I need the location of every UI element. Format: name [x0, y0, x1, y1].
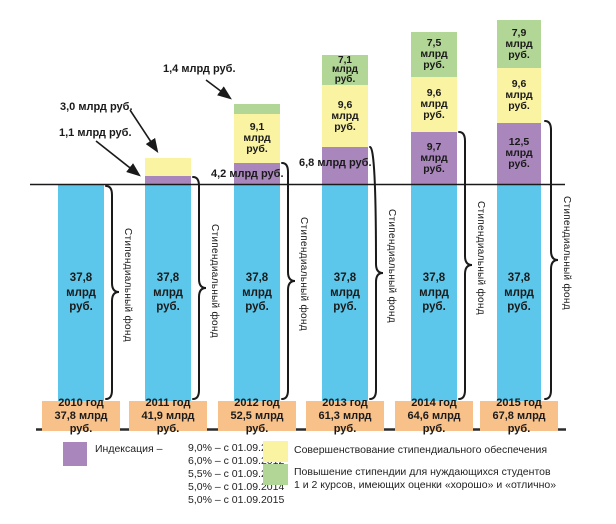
fund-brace-2011 — [192, 176, 207, 400]
bar-2015-base: 37,8 млрд руб. — [497, 185, 541, 401]
bar-2014-improvement-label: 9,6 млрд руб. — [420, 87, 448, 121]
fund-label-2010: Стипендиальный фонд — [122, 228, 133, 342]
bar-2014-needy-label: 7,5 млрд руб. — [420, 37, 448, 71]
fund-label-2012: Стипендиальный фонд — [298, 217, 309, 331]
callout-2011-indexation: 1,1 млрд руб. — [59, 127, 132, 139]
legend-indexation-rates: 9,0% – с 01.09.2011 6,0% – с 01.09.2012 … — [188, 442, 284, 507]
year-box-2015: 2015 год 67,8 млрд руб. — [480, 397, 558, 435]
total-2015: 67,8 млрд руб. — [492, 409, 546, 435]
bar-2015-indexation: 12,5 млрд руб. — [497, 123, 541, 184]
indexation-rate-2011: 9,0% – с 01.09.2011 — [188, 442, 284, 454]
year-2012: 2012 год — [234, 396, 280, 409]
bar-2014-indexation-label: 9,7 млрд руб. — [420, 140, 448, 175]
year-box-2012: 2012 год 52,5 млрд руб. — [218, 397, 296, 435]
bar-2014-needy: 7,5 млрд руб. — [411, 32, 457, 77]
legend-swatch-indexation — [63, 442, 87, 466]
indexation-rate-2014: 5,0% – с 01.09.2014 — [188, 481, 285, 493]
bar-2015-improvement-label: 9,6 млрд руб. — [505, 78, 533, 112]
total-2014: 64,6 млрд руб. — [407, 409, 461, 435]
year-2013: 2013 год — [322, 396, 368, 409]
bar-2015-needy-label: 7,9 млрд руб. — [505, 26, 533, 61]
fund-brace-2010 — [105, 185, 120, 400]
bar-2014-base-label: 37,8 млрд руб. — [419, 272, 449, 314]
fund-brace-2014 — [458, 131, 473, 400]
bar-2013-needy-label: 7,1 млрд руб. — [332, 54, 358, 85]
fund-brace-2012 — [281, 162, 296, 400]
total-2012: 52,5 млрд руб. — [230, 409, 284, 435]
bar-2013-indexation — [322, 147, 368, 184]
year-box-2010: 2010 год 37,8 млрд руб. — [42, 397, 120, 435]
bar-2011-base-label: 37,8 млрд руб. — [153, 272, 183, 314]
fund-label-2014: Стипендиальный фонд — [475, 201, 486, 315]
bar-2012-needy — [234, 104, 280, 114]
bar-2010-base: 37,8 млрд руб. — [58, 185, 104, 401]
callout-2012-needy: 1,4 млрд руб. — [163, 63, 236, 75]
bar-2012-base: 37,8 млрд руб. — [234, 185, 280, 401]
bar-2013-base: 37,8 млрд руб. — [322, 185, 368, 401]
year-2011: 2011 год — [145, 396, 191, 409]
legend-label-indexation: Индексация – — [95, 443, 163, 455]
bar-2013-improvement-label: 9,6 млрд руб. — [331, 98, 359, 133]
fund-brace-2015 — [544, 120, 559, 400]
fund-label-2015: Стипендиальный фонд — [561, 196, 572, 310]
total-2010: 37,8 млрд руб. — [54, 409, 108, 435]
total-2013: 61,3 млрд руб. — [318, 409, 372, 435]
bar-2014-base: 37,8 млрд руб. — [411, 185, 457, 401]
arrow-2011-improvement — [129, 109, 159, 154]
bar-2015-needy: 7,9 млрд руб. — [497, 20, 541, 68]
fund-label-2011: Стипендиальный фонд — [209, 224, 220, 338]
bar-2014-indexation: 9,7 млрд руб. — [411, 132, 457, 184]
legend-swatch-needy — [263, 464, 288, 485]
bar-2013-needy: 7,1 млрд руб. — [322, 55, 368, 85]
bar-2011-indexation — [145, 176, 191, 184]
fund-brace-2013 — [369, 146, 384, 400]
bar-2012-indexation — [234, 163, 280, 184]
fund-label-2013: Стипендиальный фонд — [386, 209, 397, 323]
legend-label-improvement: Совершенствование стипендиального обеспе… — [294, 444, 548, 456]
bar-2013-base-label: 37,8 млрд руб. — [330, 272, 360, 314]
bar-2014-improvement: 9,6 млрд руб. — [411, 77, 457, 132]
year-box-2011: 2011 год 41,9 млрд руб. — [129, 397, 207, 435]
bar-2012-improvement: 9,1 млрд руб. — [234, 114, 280, 163]
callout-2012-indexation: 4,2 млрд руб. — [211, 168, 284, 180]
callout-2013-indexation: 6,8 млрд руб. — [299, 157, 372, 169]
year-box-2013: 2013 год 61,3 млрд руб. — [306, 397, 384, 435]
bar-2015-indexation-label: 12,5 млрд руб. — [505, 136, 533, 170]
year-2014: 2014 год — [411, 396, 457, 409]
bar-2015-improvement: 9,6 млрд руб. — [497, 68, 541, 123]
year-2015: 2015 год — [496, 396, 542, 409]
callout-2011-improvement: 3,0 млрд руб. — [60, 101, 133, 113]
indexation-rate-2012: 6,0% – с 01.09.2012 — [188, 455, 285, 467]
year-2010: 2010 год — [58, 396, 104, 409]
indexation-rate-2015: 5,0% – с 01.09.2015 — [188, 494, 285, 506]
bar-2011-improvement — [145, 158, 191, 176]
total-2011: 41,9 млрд руб. — [141, 409, 195, 435]
arrow-2011-indexation — [95, 140, 141, 177]
legend-label-needy: Повышение стипендии для нуждающихся студ… — [294, 466, 557, 491]
bar-2010-base-label: 37,8 млрд руб. — [66, 272, 96, 314]
bar-2013-improvement: 9,6 млрд руб. — [322, 85, 368, 147]
indexation-rate-2013: 5,5% – с 01.09.2013 — [188, 468, 285, 480]
bar-2011-base: 37,8 млрд руб. — [145, 185, 191, 401]
legend-swatch-improvement — [263, 441, 288, 462]
arrow-2012-needy — [205, 79, 232, 100]
year-box-2014: 2014 год 64,6 млрд руб. — [395, 397, 473, 435]
bar-2015-base-label: 37,8 млрд руб. — [504, 272, 534, 314]
bar-2012-improvement-label: 9,1 млрд руб. — [243, 121, 271, 155]
bar-2012-base-label: 37,8 млрд руб. — [242, 272, 272, 314]
